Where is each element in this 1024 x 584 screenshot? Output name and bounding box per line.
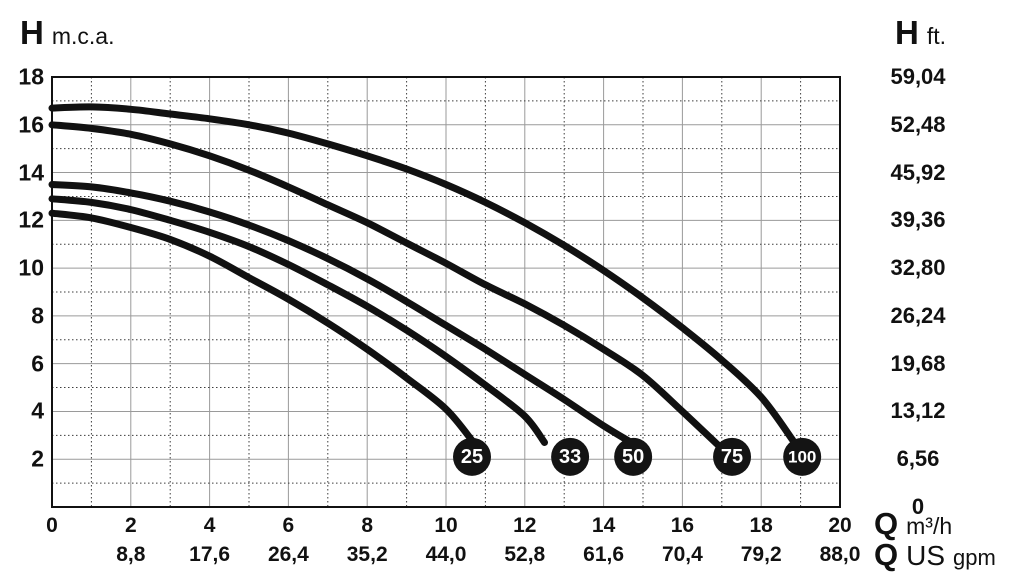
y-right-tick-label: 45,92 — [890, 159, 946, 185]
y-left-tick-label: 10 — [18, 254, 44, 281]
curve-label-text-33: 33 — [559, 446, 581, 468]
y-left-tick-label: 6 — [31, 350, 44, 377]
y-right-tick-label: 0 — [911, 494, 925, 519]
x-gpm-tick-label: 61,6 — [583, 543, 625, 566]
x-m3h-tick-label: 16 — [670, 514, 695, 537]
x-m3h-tick-label: 4 — [203, 514, 216, 537]
y-left-tick-label: 18 — [18, 63, 44, 90]
x-axis-gpm-symbol: Q — [874, 537, 899, 572]
y-left-tick-label: 2 — [31, 445, 44, 472]
x-m3h-tick-label: 6 — [282, 514, 295, 537]
y-right-tick-label: 39,36 — [890, 207, 946, 233]
x-gpm-tick-label: 26,4 — [267, 543, 309, 566]
x-axis-m3h-title: Q m³/h — [874, 506, 952, 542]
curve-label-text-50: 50 — [622, 446, 644, 468]
x-gpm-tick-label: 70,4 — [661, 543, 703, 566]
x-gpm-tick-label: 44,0 — [425, 543, 467, 566]
curve-33 — [48, 195, 548, 446]
x-axis-gpm-title: Q US gpm — [874, 537, 996, 573]
x-m3h-tick-label: 2 — [124, 514, 137, 537]
x-m3h-tick-label: 18 — [749, 514, 773, 537]
curve-label-text-100: 100 — [788, 447, 816, 466]
left-axis-unit: m.c.a. — [51, 23, 115, 49]
x-m3h-tick-label: 12 — [513, 514, 537, 537]
left-axis-title: H m.c.a. — [20, 14, 114, 52]
x-gpm-tick-label: 88,0 — [819, 543, 861, 566]
x-axis-m3h-unit: m³/h — [906, 513, 953, 539]
x-gpm-tick-label: 35,2 — [346, 543, 388, 566]
curve-50 — [48, 181, 635, 446]
curve-100 — [48, 103, 797, 444]
y-left-tick-label: 16 — [18, 111, 44, 138]
x-m3h-tick-label: 0 — [46, 514, 58, 537]
left-axis-symbol: H — [20, 14, 44, 51]
right-axis-unit: ft. — [926, 23, 947, 49]
y-left-tick-label: 12 — [18, 206, 44, 233]
right-axis-symbol: H — [895, 14, 919, 51]
curve-label-circle-75 — [713, 437, 752, 476]
curve-label-circle-50 — [614, 437, 653, 476]
y-right-tick-label: 26,24 — [890, 302, 946, 328]
curve-25 — [48, 209, 478, 446]
curve-label-circle-100 — [783, 437, 822, 476]
x-axis-gpm-unit-us: US — [906, 540, 946, 571]
curve-label-text-25: 25 — [461, 446, 483, 468]
plot-border — [51, 76, 841, 508]
y-right-tick-label: 6,56 — [896, 446, 940, 472]
y-left-tick-label: 4 — [31, 397, 44, 424]
curve-label-circle-25 — [453, 437, 492, 476]
x-axis-m3h-symbol: Q — [874, 506, 899, 541]
x-gpm-tick-label: 8,8 — [116, 543, 146, 566]
curve-75 — [48, 121, 722, 449]
curve-label-circle-33 — [551, 437, 590, 476]
y-right-tick-label: 59,04 — [890, 64, 946, 89]
right-axis-title: H ft. — [895, 14, 946, 52]
x-axis-gpm-unit-gpm: gpm — [953, 545, 996, 570]
x-gpm-tick-label: 17,6 — [189, 543, 231, 566]
x-m3h-tick-label: 10 — [434, 514, 458, 537]
x-m3h-tick-label: 14 — [591, 514, 616, 537]
curve-label-text-75: 75 — [721, 446, 743, 468]
y-right-tick-label: 32,80 — [890, 255, 946, 281]
y-left-tick-label: 14 — [18, 159, 44, 186]
y-right-tick-label: 13,12 — [890, 398, 946, 424]
y-left-tick-label: 8 — [31, 302, 44, 329]
x-gpm-tick-label: 52,8 — [504, 543, 546, 566]
y-right-tick-label: 19,68 — [890, 350, 946, 376]
x-m3h-tick-label: 20 — [828, 514, 852, 537]
x-m3h-tick-label: 8 — [361, 514, 374, 537]
x-gpm-tick-label: 79,2 — [740, 543, 782, 566]
y-right-tick-label: 52,48 — [890, 111, 946, 137]
